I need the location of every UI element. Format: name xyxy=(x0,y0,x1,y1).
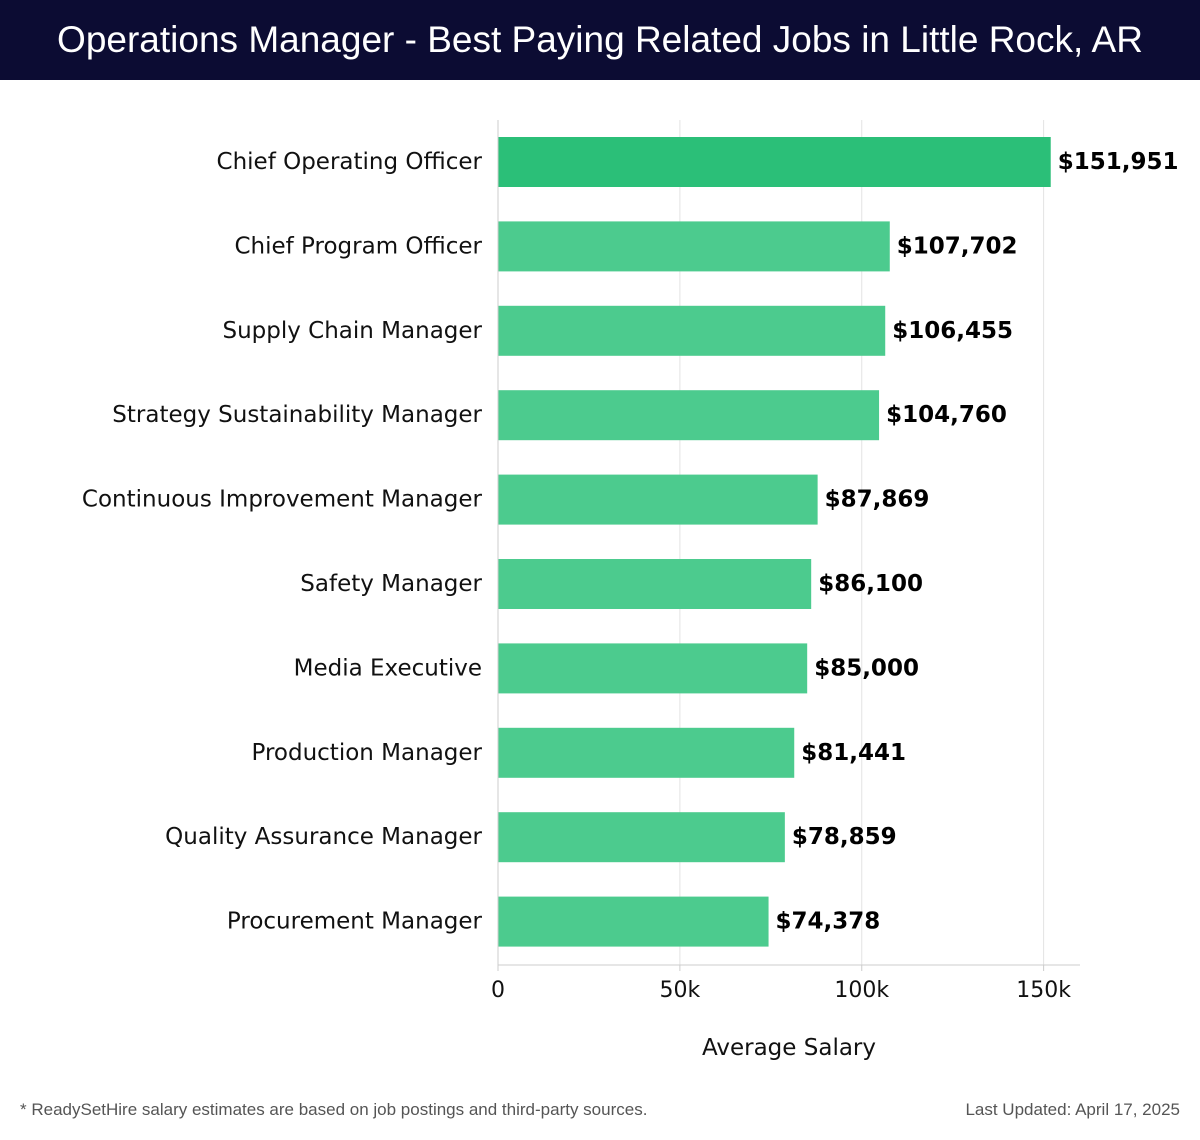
category-label: Chief Operating Officer xyxy=(217,149,483,175)
bar xyxy=(498,643,808,694)
last-updated: Last Updated: April 17, 2025 xyxy=(965,1100,1180,1119)
bar xyxy=(498,474,818,525)
bar xyxy=(498,137,1051,187)
category-label: Chief Program Officer xyxy=(234,233,482,259)
x-axis-title: Average Salary xyxy=(702,1035,876,1061)
x-tick-label: 100k xyxy=(834,978,889,1003)
value-label: $151,951 xyxy=(1058,149,1179,175)
x-tick-label: 50k xyxy=(660,978,701,1003)
category-label: Procurement Manager xyxy=(227,909,483,935)
bar xyxy=(498,559,812,609)
category-label: Safety Manager xyxy=(300,571,482,597)
bar xyxy=(498,305,886,356)
x-tick-label: 150k xyxy=(1016,978,1071,1003)
bar xyxy=(498,727,795,778)
bar xyxy=(498,221,890,272)
value-label: $86,100 xyxy=(818,571,923,597)
category-label: Quality Assurance Manager xyxy=(165,824,482,850)
x-tick-label: 0 xyxy=(491,978,505,1003)
bar xyxy=(498,896,769,947)
category-label: Strategy Sustainability Manager xyxy=(112,402,482,428)
value-label: $104,760 xyxy=(886,402,1007,428)
category-label: Supply Chain Manager xyxy=(222,318,482,344)
value-label: $78,859 xyxy=(792,824,897,850)
page-title: Operations Manager - Best Paying Related… xyxy=(57,19,1143,60)
bar xyxy=(498,390,880,441)
bar xyxy=(498,812,785,863)
value-label: $81,441 xyxy=(801,740,906,766)
footnote: * ReadySetHire salary estimates are base… xyxy=(20,1100,648,1119)
category-label: Production Manager xyxy=(252,740,483,766)
value-label: $87,869 xyxy=(825,487,930,513)
value-label: $74,378 xyxy=(776,909,881,935)
value-label: $85,000 xyxy=(814,655,919,681)
category-label: Media Executive xyxy=(294,655,482,681)
value-label: $107,702 xyxy=(897,233,1018,259)
salary-bar-chart: Chief Operating Officer $151,951 Chief Pro… xyxy=(82,120,1179,1061)
header-banner: Operations Manager - Best Paying Related… xyxy=(0,0,1200,80)
value-label: $106,455 xyxy=(892,318,1013,344)
category-label: Continuous Improvement Manager xyxy=(82,487,483,513)
